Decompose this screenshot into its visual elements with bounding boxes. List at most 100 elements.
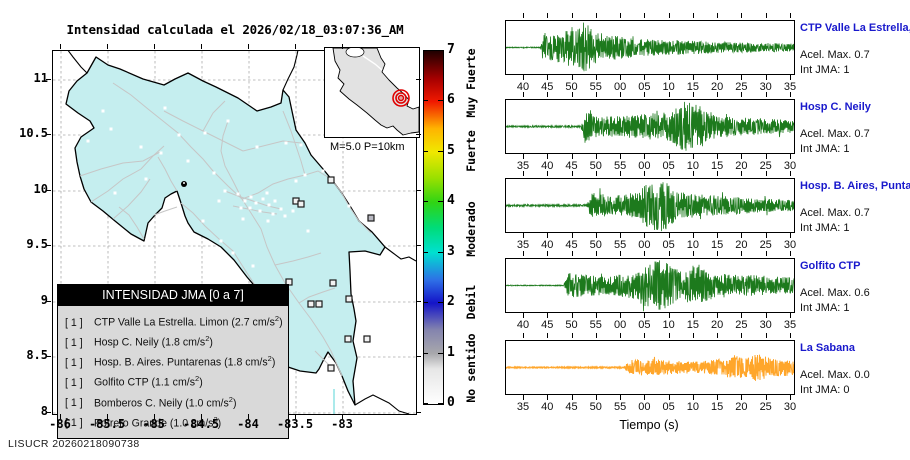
station-marker bbox=[284, 141, 288, 145]
seismo-tick bbox=[668, 333, 670, 338]
colorbar-category-label: No sentido bbox=[464, 333, 478, 403]
station-link[interactable]: CTP Valle La Estrella, L bbox=[800, 22, 910, 34]
intensity-station-marker bbox=[327, 176, 335, 184]
map-tick bbox=[107, 414, 108, 419]
intensity-colorbar bbox=[423, 50, 444, 405]
station-marker bbox=[306, 229, 310, 233]
station-marker bbox=[321, 169, 325, 173]
seismo-tick bbox=[571, 333, 573, 338]
seismo-tick bbox=[717, 92, 719, 97]
seismo-tick bbox=[620, 251, 622, 256]
station-marker bbox=[186, 159, 190, 163]
station-link[interactable]: Golfito CTP bbox=[800, 260, 861, 272]
superscript-2: 2 bbox=[213, 414, 218, 424]
seismo-tick bbox=[547, 92, 549, 97]
seismo-tick bbox=[644, 171, 646, 176]
seismo-tick bbox=[571, 395, 573, 400]
map-tick bbox=[416, 245, 421, 246]
legend-close-paren: ) bbox=[199, 376, 203, 389]
seismo-tick bbox=[547, 313, 549, 318]
seismo-tick-label: 05 bbox=[638, 81, 651, 93]
map-tick bbox=[154, 44, 155, 49]
event-magnitude-depth: M=5.0 P=10km bbox=[330, 141, 405, 153]
map-tick bbox=[201, 414, 202, 419]
colorbar-tick-label: 5 bbox=[447, 142, 455, 158]
seismo-tick-label: 00 bbox=[638, 401, 651, 413]
legend-station-label: Hosp C. Neily (1.8 cm/s bbox=[91, 336, 206, 349]
seismo-tick bbox=[668, 154, 670, 159]
seismo-tick bbox=[523, 154, 524, 159]
seismo-tick bbox=[644, 13, 646, 18]
seismo-tick-label: 00 bbox=[613, 81, 627, 93]
intensity-station-marker bbox=[327, 364, 335, 372]
legend-close-paren: ) bbox=[217, 417, 222, 430]
colorbar-tick bbox=[423, 49, 428, 51]
station-marker bbox=[191, 234, 195, 238]
seismo-tick bbox=[644, 251, 646, 256]
station-marker bbox=[251, 264, 255, 268]
seismo-tick-label: 45 bbox=[565, 401, 578, 413]
waveform-trace bbox=[506, 260, 794, 312]
waveform-svg bbox=[506, 260, 794, 312]
seismo-tick bbox=[547, 171, 549, 176]
station-marker bbox=[283, 214, 287, 218]
seismo-tick-label: 05 bbox=[638, 319, 651, 331]
station-link[interactable]: Hosp. B. Aires, Puntare bbox=[800, 180, 910, 192]
station-marker bbox=[203, 131, 207, 135]
seismo-tick-label: 30 bbox=[783, 239, 797, 251]
station-marker bbox=[139, 145, 143, 149]
station-link[interactable]: Hosp C. Neily bbox=[800, 101, 871, 113]
colorbar-tick bbox=[438, 352, 443, 354]
seismo-tick-label: 45 bbox=[541, 319, 554, 331]
seismogram-trace-panel bbox=[505, 99, 795, 154]
seismo-tick bbox=[668, 251, 670, 256]
legend-intensity-value: [ 1 ] bbox=[65, 376, 83, 389]
seismo-tick bbox=[547, 233, 549, 238]
station-marker bbox=[201, 219, 205, 223]
seismo-tick-label: 45 bbox=[565, 160, 578, 172]
legend-intensity-value: [ 1 ] bbox=[65, 336, 83, 349]
map-x-tick-label: -83 bbox=[331, 417, 353, 431]
seismogram-trace-panel bbox=[505, 340, 795, 395]
costa-rica-landmass bbox=[65, 56, 386, 406]
seismo-tick bbox=[547, 251, 549, 256]
seismo-tick bbox=[741, 313, 743, 318]
seismo-tick-label: 05 bbox=[662, 239, 675, 251]
seismo-tick bbox=[789, 313, 791, 318]
seismo-tick-label: 30 bbox=[783, 160, 797, 172]
station-marker bbox=[113, 191, 117, 195]
map-tick bbox=[60, 44, 61, 49]
seismo-tick bbox=[523, 313, 524, 318]
map-tick bbox=[416, 190, 421, 191]
colorbar-category-label: Moderado bbox=[464, 201, 478, 257]
seismo-tick bbox=[644, 92, 646, 97]
seismo-tick bbox=[523, 233, 524, 238]
seismo-tick bbox=[765, 154, 767, 159]
seismo-tick bbox=[717, 171, 719, 176]
seismo-tick bbox=[668, 75, 670, 80]
map-tick bbox=[46, 190, 51, 191]
map-tick bbox=[60, 414, 61, 419]
intensity-station-marker bbox=[329, 279, 337, 287]
seismo-tick bbox=[547, 333, 549, 338]
station-link[interactable]: La Sabana bbox=[800, 342, 856, 354]
seismo-tick bbox=[765, 75, 767, 80]
legend-station-row: [ 1 ] Hosp C. Neily (1.8 cm/s2) bbox=[65, 331, 281, 351]
seismo-tick bbox=[547, 13, 549, 18]
seismo-tick bbox=[741, 251, 743, 256]
seismo-tick bbox=[668, 233, 670, 238]
station-marker bbox=[241, 217, 245, 221]
map-x-tick-label: -86 bbox=[49, 417, 71, 431]
waveform-trace bbox=[506, 101, 794, 151]
seismo-tick bbox=[547, 75, 549, 80]
seismo-tick-label: 40 bbox=[541, 239, 554, 251]
station-marker bbox=[163, 106, 167, 110]
station-int-jma: Int JMA: 1 bbox=[800, 302, 850, 314]
seismo-tick-label: 45 bbox=[565, 239, 578, 251]
station-marker bbox=[273, 199, 277, 203]
seismo-tick-label: 20 bbox=[735, 401, 748, 413]
seismo-tick bbox=[644, 154, 646, 159]
seismo-tick bbox=[741, 75, 743, 80]
seismo-tick bbox=[595, 13, 597, 18]
colorbar-tick bbox=[423, 100, 428, 102]
